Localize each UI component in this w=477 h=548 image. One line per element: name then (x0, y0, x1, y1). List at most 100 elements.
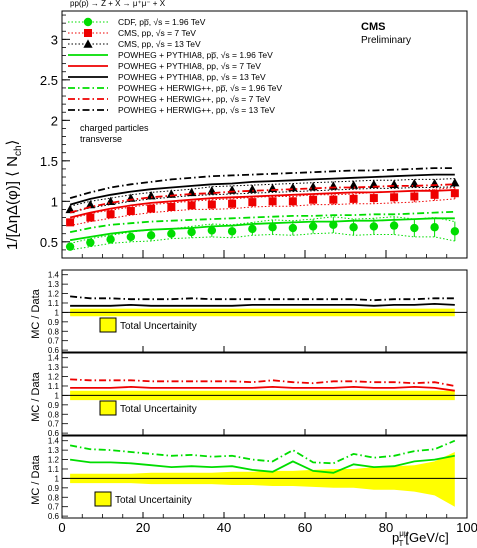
data-error-envelope (69, 178, 455, 207)
main-panel: 0.5 1 1.5 2 2.5 3 CDF, pp̅, √s = 1.96 TeVCMS,… (4, 10, 468, 259)
data-point-circle (187, 227, 196, 237)
band-legend-swatch (99, 317, 117, 333)
data-point-square (410, 192, 419, 201)
data-point-square (126, 207, 135, 216)
ratio-y-tick-label: 0.6 (48, 346, 60, 355)
ratio-y-tick-label: 1.3 (48, 446, 60, 455)
data-point-circle (126, 232, 136, 242)
main-y-tick-label: 1 (51, 194, 58, 209)
data-point-circle (167, 229, 176, 238)
main-y-tick-label: 1.5 (40, 154, 58, 169)
collaboration-label: CMS (361, 21, 385, 33)
data-point-circle (86, 238, 95, 247)
ratio-y-title-1: MC / Data (30, 288, 42, 338)
ratio-curve (69, 454, 455, 474)
uncertainty-band (70, 452, 455, 507)
x-title-p: p (392, 530, 399, 545)
ratio-y-tick-label: 1.3 (48, 280, 60, 289)
data-point-square (167, 202, 176, 211)
ratio-y-tick-label: 0.8 (48, 410, 60, 419)
model-curve (69, 183, 455, 214)
main-y-title-text: 1/[ΔηΔ(φ)] ⟨ N (4, 156, 21, 250)
data-point-circle (207, 226, 217, 235)
data-point-square (309, 195, 318, 204)
data-point-circle (248, 224, 257, 234)
data-point-square (207, 200, 216, 209)
ratio-y-tick-label: 1.2 (48, 290, 60, 299)
model-curve (69, 210, 455, 233)
data-point-circle (106, 235, 115, 244)
data-error-envelope (69, 186, 455, 214)
data-point-square (329, 195, 338, 204)
data-point-square (228, 199, 237, 208)
x-axis-title: pμμ T [GeV/c] (392, 529, 449, 548)
main-y-axis-title: 1/[ΔηΔ(φ)] ⟨ Nch⟩ (4, 140, 24, 250)
legend-entry-label: POWHEG + PYTHIA8, pp, √s = 7 TeV (118, 61, 261, 71)
data-point-circle (329, 220, 338, 229)
main-y-tick-label: 3 (51, 32, 58, 47)
data-point-square (288, 197, 297, 206)
ratio-y-tick-label: 1.1 (48, 382, 60, 391)
legend-entry-label: CDF, pp̅, √s = 1.96 TeV (118, 17, 206, 27)
model-curve (69, 189, 455, 219)
ratio-y-tick-label: 0.9 (48, 484, 60, 493)
data-point-square (268, 197, 277, 206)
band-legend-swatch (99, 400, 117, 416)
data-point-triangle (146, 191, 156, 200)
ratio-panel-7tev: 0.60.70.80.911.11.21.31.4 Total Uncertain… (48, 352, 468, 438)
data-point-triangle (247, 184, 257, 193)
main-y-tick-label: 2.5 (40, 73, 58, 88)
x-title-unit: [GeV/c] (405, 530, 448, 545)
x-tick-label: 80 (379, 520, 393, 535)
x-title-sup: μμ (399, 529, 409, 538)
x-tick-label: 40 (217, 520, 231, 535)
main-y-tick-label: 2 (51, 113, 58, 128)
x-axis: 0 20 40 60 80 100 (58, 250, 477, 535)
band-legend-label: Total Uncertainity (120, 321, 197, 332)
ratio-y-title-2: MC / Data (30, 371, 42, 421)
model-curve (69, 217, 455, 242)
main-y-title-sub: ch (13, 145, 24, 156)
ratio-y-tick-label: 1.1 (48, 465, 60, 474)
data-point-triangle (450, 178, 460, 187)
ratio-panel-13tev: 0.60.70.80.911.11.21.31.4 Total Uncertain… (48, 269, 468, 355)
ratio-y-tick-label: 1.3 (48, 363, 60, 372)
ratio-y-tick-label: 1.2 (48, 456, 60, 465)
data-point-circle (369, 222, 379, 231)
data-point-circle (146, 231, 156, 240)
ratio-y-tick-label: 1.4 (48, 437, 60, 446)
legend-entry-label: POWHEG + PYTHIA8, pp̅, √s = 1.96 TeV (118, 50, 273, 60)
ratio-y-tick-label: 0.6 (48, 512, 60, 521)
data-point-circle (268, 223, 277, 232)
ratio-curve (70, 385, 455, 392)
ratio-y-tick-label: 0.6 (48, 429, 60, 438)
data-error-envelope (70, 198, 455, 227)
data-point-square (106, 210, 115, 219)
ratio-frame (61, 269, 468, 353)
data-point-square (66, 218, 75, 227)
ratio-curve (70, 302, 455, 307)
data-point-square (430, 190, 439, 199)
preliminary-label: Preliminary (361, 35, 411, 46)
x-tick-label: 60 (298, 520, 312, 535)
data-point-circle (227, 227, 237, 236)
legend-marker-circle (83, 17, 93, 27)
model-curve (69, 167, 455, 199)
ratio-y-tick-label: 1.4 (48, 354, 60, 363)
ratio-y-tick-label: 1 (55, 391, 60, 400)
data-point-circle (430, 223, 439, 232)
data-point-circle (410, 223, 419, 233)
data-point-square (187, 201, 196, 210)
main-y-tick-label: 0.5 (40, 235, 58, 250)
data-error-envelope (70, 232, 455, 251)
ratio-y-tick-label: 1.1 (48, 299, 60, 308)
band-legend-swatch (94, 491, 112, 507)
legend-entry-label: POWHEG + HERWIG++, pp, √s = 7 TeV (118, 94, 271, 104)
x-tick-label: 100 (456, 520, 477, 535)
ratio-y-tick-label: 1.4 (48, 271, 60, 280)
data-point-square (147, 204, 156, 213)
data-point-triangle (65, 204, 75, 214)
data-point-triangle (349, 180, 359, 189)
